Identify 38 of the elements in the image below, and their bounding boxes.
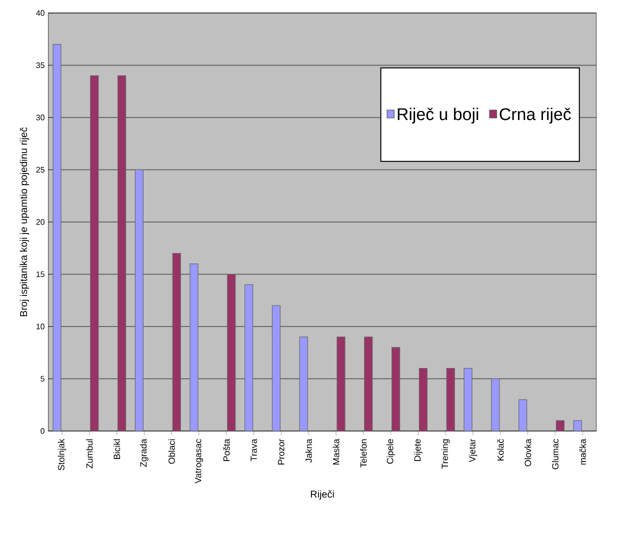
bar xyxy=(244,284,254,431)
bar xyxy=(299,336,308,431)
x-tick-label: Oblaci xyxy=(168,439,175,464)
x-tick-label: Maska xyxy=(332,438,340,464)
x-tick-label: Zumbul xyxy=(86,439,93,468)
bar xyxy=(227,274,236,431)
x-tick-label: Cipele xyxy=(386,439,395,464)
bar xyxy=(90,75,99,431)
x-tick-label: Olovka xyxy=(524,438,532,466)
bar xyxy=(491,378,500,431)
bar xyxy=(418,368,428,431)
bar xyxy=(518,399,528,431)
y-axis-title: Broj ispitanika koji je upamtio pojedinu riječ xyxy=(20,127,30,316)
legend-label: Riječ u boji xyxy=(398,108,478,124)
x-tick-label: Stolnjak xyxy=(58,438,66,470)
x-tick-label: Glumac xyxy=(552,439,559,470)
x-tick-label: Prozor xyxy=(278,438,284,464)
legend-label: Crna riječ xyxy=(500,108,571,124)
x-tick-label: Trava xyxy=(250,438,257,462)
x-tick-label: Pošta xyxy=(223,438,230,461)
bar xyxy=(446,368,455,431)
bar xyxy=(172,253,181,431)
x-tick-label: Vatrogasac xyxy=(194,439,204,484)
x-tick-label: Telefon xyxy=(360,439,367,468)
x-axis-title: Riječi xyxy=(310,490,334,500)
x-tick-label: Vjetar xyxy=(468,438,478,462)
bar xyxy=(117,75,126,431)
bar xyxy=(272,305,281,431)
x-tick-label: mačka xyxy=(579,438,586,465)
x-tick-label: Zgrada xyxy=(140,438,148,467)
x-tick-label: Kolač xyxy=(497,439,504,460)
bar xyxy=(392,347,400,431)
bar xyxy=(364,336,373,431)
bar xyxy=(134,169,144,431)
x-tick-label: Dijete xyxy=(414,439,422,461)
x-tick-label: Bicikl xyxy=(114,439,120,459)
x-tick-label: Trening xyxy=(441,439,450,469)
x-tick-label: Jakna xyxy=(305,438,312,463)
